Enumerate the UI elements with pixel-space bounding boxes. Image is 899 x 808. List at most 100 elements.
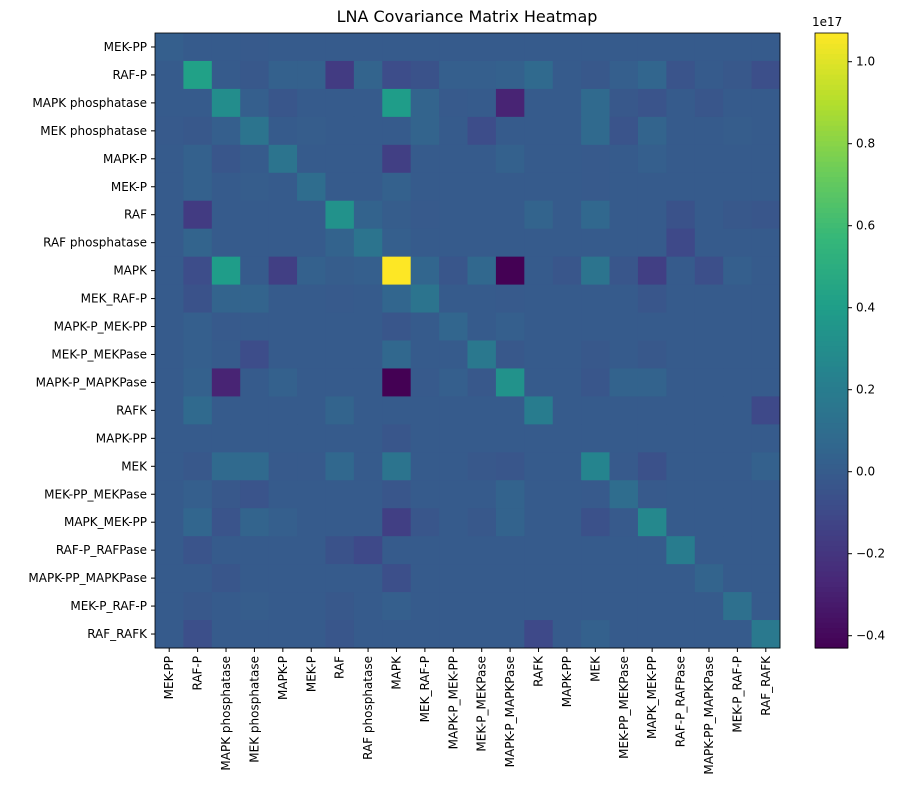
heatmap-cell — [353, 172, 383, 202]
heatmap-cell — [751, 144, 781, 174]
colorbar-segment — [815, 176, 848, 183]
colorbar-segment — [815, 484, 848, 490]
heatmap-cell — [666, 368, 696, 397]
heatmap-cell — [751, 592, 781, 621]
heatmap-cell — [410, 508, 440, 537]
heatmap-cell — [637, 536, 667, 565]
heatmap-cell — [524, 228, 554, 258]
heatmap-cell — [325, 480, 355, 509]
heatmap-cell — [467, 368, 497, 397]
heatmap-cell — [353, 424, 383, 453]
colorbar-segment — [815, 371, 848, 377]
heatmap-cell — [609, 480, 639, 509]
heatmap-cell — [495, 172, 525, 202]
heatmap-cell — [552, 340, 582, 369]
colorbar-segment — [815, 525, 848, 531]
heatmap-cell — [467, 508, 497, 537]
heatmap-cell — [268, 88, 298, 118]
heatmap-cell — [467, 33, 497, 62]
heatmap-cell — [524, 508, 554, 537]
heatmap-cell — [240, 144, 270, 174]
heatmap-cell — [694, 228, 724, 258]
heatmap-cell — [637, 256, 667, 286]
heatmap-cell — [581, 116, 611, 146]
colorbar-segment — [815, 427, 848, 434]
heatmap-cell — [297, 396, 326, 425]
heatmap-cell — [524, 368, 554, 397]
heatmap-cell — [694, 88, 724, 118]
heatmap-cell — [183, 312, 213, 341]
heatmap-cell — [495, 452, 525, 481]
heatmap-cell — [382, 144, 412, 174]
heatmap-cell — [410, 312, 440, 341]
heatmap-cell — [297, 564, 326, 593]
heatmap-cell — [410, 88, 440, 118]
x-tick-label: MEK-P_MEKPase — [475, 656, 489, 752]
x-tick-label: MAPK — [389, 655, 403, 690]
colorbar-segment — [815, 38, 848, 44]
heatmap-cell — [439, 33, 468, 62]
x-tick-label: MAPK phosphatase — [219, 656, 233, 771]
heatmap-cell — [353, 620, 383, 649]
heatmap-cell — [240, 536, 270, 565]
heatmap-cell — [495, 116, 525, 146]
heatmap-cell — [382, 172, 412, 202]
heatmap-cell — [637, 480, 667, 509]
heatmap-cell — [637, 620, 667, 649]
colorbar-segment — [815, 227, 848, 234]
heatmap-cell — [155, 256, 184, 286]
heatmap-cell — [467, 228, 497, 258]
heatmap-cell — [325, 200, 355, 230]
heatmap-cell — [325, 508, 355, 537]
x-tick-label: MAPK-P_MEK-PP — [446, 656, 460, 749]
x-tick-label: RAFK — [532, 655, 546, 687]
heatmap-cell — [353, 60, 383, 90]
heatmap-cell — [552, 200, 582, 230]
heatmap-cell — [581, 144, 611, 174]
heatmap-cell — [467, 480, 497, 509]
y-tick-label: RAF phosphatase — [43, 236, 147, 250]
y-tick-label: MEK-P_RAF-P — [70, 599, 147, 613]
heatmap-cell — [495, 200, 525, 230]
heatmap-cell — [467, 116, 497, 146]
heatmap-cell — [240, 228, 270, 258]
heatmap-cell — [325, 396, 355, 425]
heatmap-cell — [581, 88, 611, 118]
heatmap-cell — [325, 312, 355, 341]
heatmap-cell — [694, 200, 724, 230]
heatmap-cell — [666, 592, 696, 621]
heatmap-cell — [325, 368, 355, 397]
heatmap-cell — [581, 424, 611, 453]
heatmap-cell — [410, 452, 440, 481]
heatmap-cell — [751, 60, 781, 90]
heatmap-cell — [666, 424, 696, 453]
heatmap-cell — [524, 340, 554, 369]
heatmap-cell — [666, 172, 696, 202]
heatmap-cell — [495, 33, 525, 62]
heatmap-cell — [183, 228, 213, 258]
colorbar-segment — [815, 33, 848, 39]
heatmap-cell — [666, 284, 696, 314]
colorbar-segment — [815, 376, 848, 383]
colorbar-segment — [815, 632, 848, 639]
heatmap-cell — [268, 116, 298, 146]
heatmap-cell — [297, 368, 326, 397]
heatmap-cell — [524, 312, 554, 341]
heatmap-cell — [268, 396, 298, 425]
heatmap-cell — [353, 33, 383, 62]
heatmap-cell — [694, 620, 724, 649]
heatmap-cell — [723, 536, 753, 565]
colorbar-segment — [815, 499, 848, 506]
colorbar-segment — [815, 186, 848, 193]
heatmap-cell — [723, 200, 753, 230]
colorbar-segment — [815, 330, 848, 336]
heatmap-cell — [183, 256, 213, 286]
heatmap-cell — [637, 60, 667, 90]
heatmap-cell — [723, 340, 753, 369]
heatmap-cell — [609, 256, 639, 286]
colorbar-segment — [815, 48, 848, 55]
heatmap-cell — [410, 228, 440, 258]
colorbar-segment — [815, 576, 848, 582]
heatmap-cell — [581, 480, 611, 509]
heatmap-cell — [751, 116, 781, 146]
